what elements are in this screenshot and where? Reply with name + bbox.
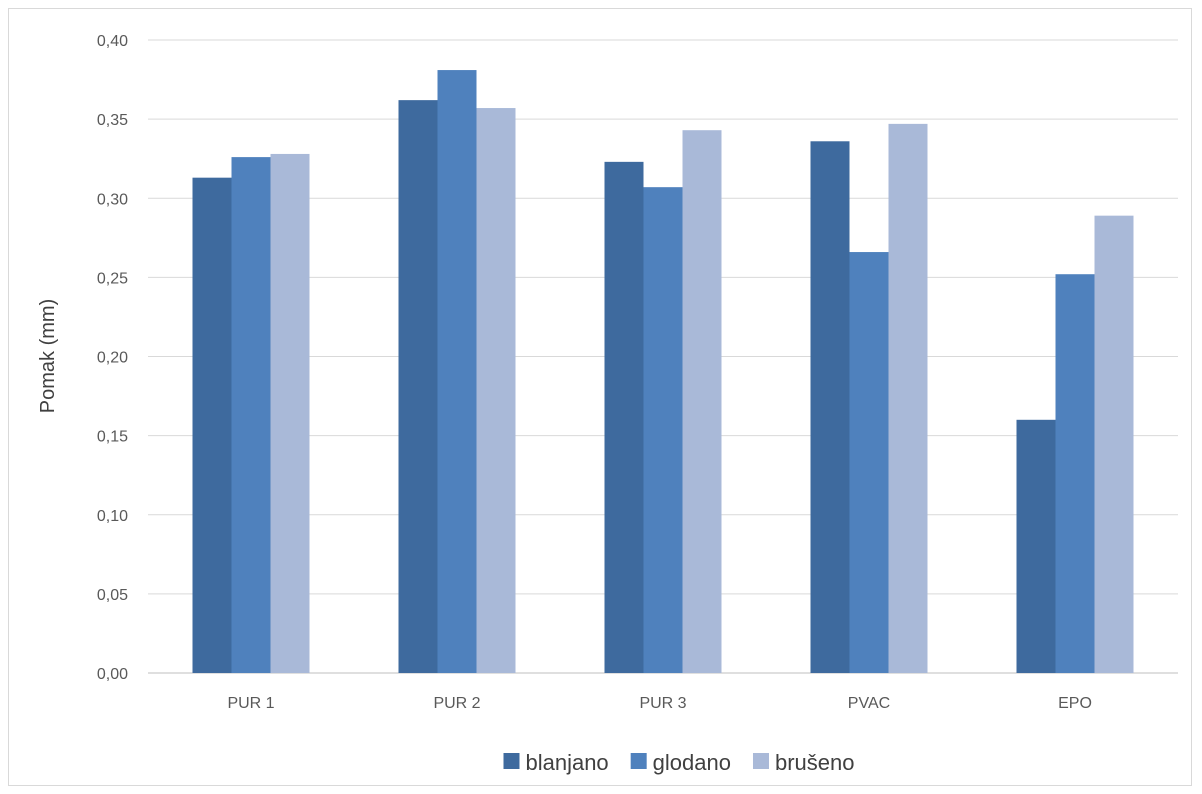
y-tick-label: 0,35 <box>97 112 128 129</box>
y-tick-label: 0,40 <box>97 33 128 50</box>
x-category-labels: PUR 1 PUR 2 PUR 3 PVAC EPO <box>227 695 1091 712</box>
x-category-label: PUR 3 <box>639 695 686 712</box>
y-tick-labels: 0,00 0,05 0,10 0,15 0,20 0,25 0,30 0,35 0,40 <box>97 33 128 683</box>
bar-glodano-pur-3 <box>643 187 683 674</box>
bar-brušeno-pur-2 <box>476 108 516 674</box>
y-tick-label: 0,10 <box>97 508 128 525</box>
legend: blanjano glodano brušeno <box>503 750 855 775</box>
bar-brušeno-pur-3 <box>682 130 722 673</box>
legend-label: brušeno <box>775 750 855 775</box>
bar-blanjano-pur-1 <box>192 177 232 674</box>
y-axis-title: Pomak (mm) <box>37 299 59 413</box>
bar-glodano-pur-1 <box>231 157 271 674</box>
y-tick-label: 0,05 <box>97 587 128 604</box>
bar-blanjano-pur-2 <box>398 100 438 673</box>
legend-label: glodano <box>653 750 731 775</box>
y-tick-label: 0,15 <box>97 429 128 446</box>
legend-swatch <box>503 753 520 769</box>
y-tick-label: 0,00 <box>97 666 128 683</box>
legend-swatch <box>752 753 769 769</box>
bar-blanjano-pvac <box>810 141 850 673</box>
bar-glodano-pur-2 <box>437 70 477 673</box>
bar-glodano-epo <box>1055 274 1095 673</box>
bar-glodano-pvac <box>849 252 889 673</box>
x-category-label: PVAC <box>848 695 890 712</box>
x-category-label: PUR 1 <box>227 695 274 712</box>
y-tick-label: 0,30 <box>97 191 128 208</box>
bar-brušeno-pur-1 <box>270 153 310 673</box>
bars <box>192 70 1134 674</box>
x-category-label: EPO <box>1058 695 1092 712</box>
bar-brušeno-pvac <box>888 123 928 673</box>
y-tick-label: 0,20 <box>97 350 128 367</box>
legend-swatch <box>630 753 647 769</box>
bar-blanjano-epo <box>1016 419 1056 673</box>
legend-label: blanjano <box>525 750 608 775</box>
y-tick-label: 0,25 <box>97 270 128 287</box>
bar-brušeno-epo <box>1094 215 1134 673</box>
x-category-label: PUR 2 <box>433 695 480 712</box>
bar-blanjano-pur-3 <box>604 161 644 674</box>
